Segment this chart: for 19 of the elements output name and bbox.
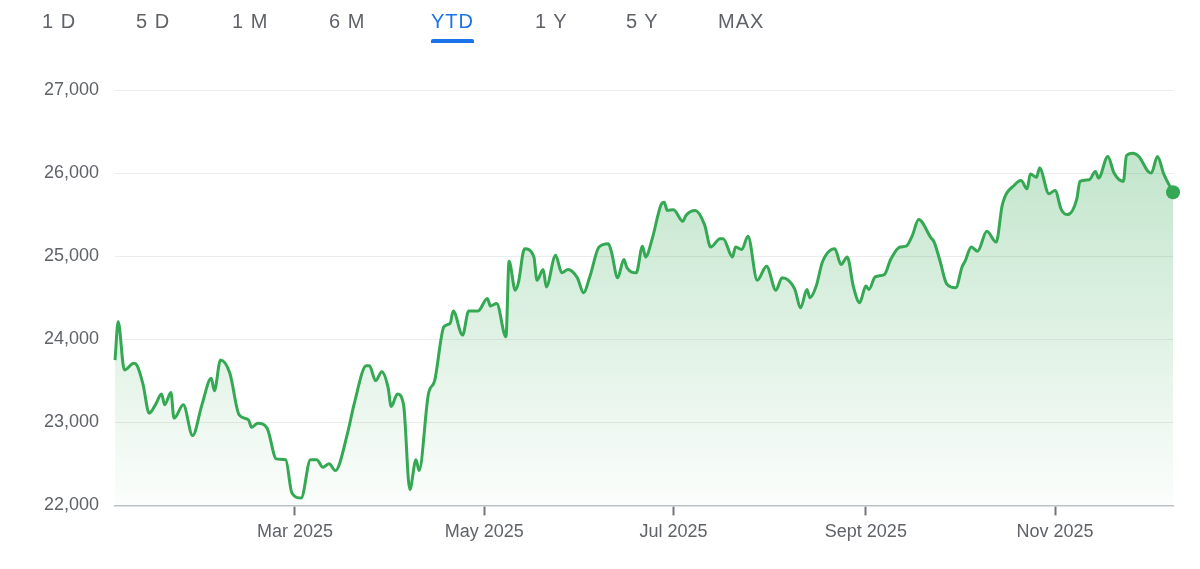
text: 1 Y xyxy=(535,10,568,33)
y-tick-label: 23,000 xyxy=(43,411,100,432)
text: 5 Y xyxy=(626,10,659,33)
text: YTD xyxy=(431,10,474,33)
y-tick-label: 26,000 xyxy=(43,162,100,183)
y-tick-label: 22,000 xyxy=(43,494,100,515)
x-tick-label: Jul 2025 xyxy=(639,521,708,542)
x-tick-label: Nov 2025 xyxy=(1016,521,1094,542)
y-tick-label: 25,000 xyxy=(43,245,100,266)
text: 1 D xyxy=(42,10,77,33)
text: 1 M xyxy=(232,10,269,33)
x-tick-label: Mar 2025 xyxy=(256,521,334,542)
x-tick-label: May 2025 xyxy=(444,521,524,542)
text: 6 M xyxy=(329,10,366,33)
x-tick-label: Sept 2025 xyxy=(824,521,907,542)
text: 5 D xyxy=(136,10,171,33)
y-tick-label: 24,000 xyxy=(43,328,100,349)
text: MAX xyxy=(718,10,765,33)
y-tick-label: 27,000 xyxy=(43,78,100,99)
